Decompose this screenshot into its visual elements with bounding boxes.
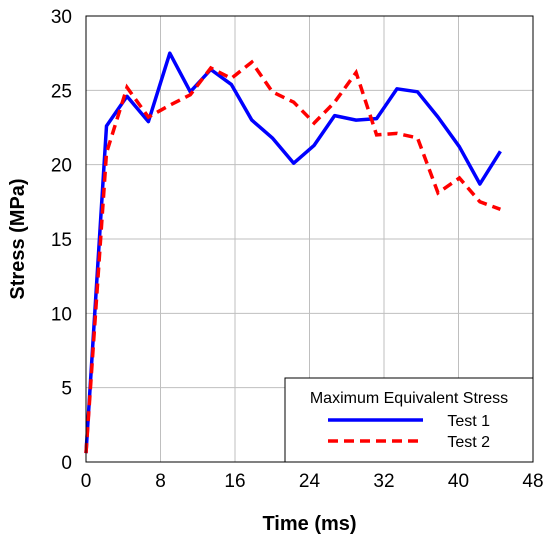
x-tick-label: 48 (522, 471, 543, 492)
x-tick-label: 24 (299, 471, 321, 492)
series-layer (84, 51, 502, 454)
x-tick-label: 16 (224, 471, 245, 492)
x-tick-label: 40 (448, 471, 469, 492)
y-tick-label: 10 (51, 304, 72, 325)
y-axis-title: Stress (MPa) (7, 178, 29, 299)
series-line-test-1 (84, 51, 502, 454)
tick-labels: 0 8 16 24 32 40 48 0 5 10 15 20 25 30 (51, 7, 544, 492)
y-tick-label: 5 (61, 379, 72, 400)
y-tick-label: 15 (51, 230, 72, 251)
x-tick-label: 32 (373, 471, 394, 492)
x-axis-title: Time (ms) (262, 513, 356, 535)
y-tick-label: 25 (51, 81, 72, 102)
series-line-test-2 (84, 59, 502, 454)
legend: Maximum Equivalent Stress Test 1 Test 2 (284, 377, 534, 463)
legend-label-test-1: Test 1 (447, 413, 490, 430)
legend-label-test-2: Test 2 (447, 434, 490, 451)
y-tick-label: 30 (51, 7, 72, 28)
legend-title: Maximum Equivalent Stress (310, 390, 508, 407)
x-tick-label: 0 (81, 471, 92, 492)
x-tick-label: 8 (155, 471, 166, 492)
y-tick-label: 20 (51, 156, 72, 177)
y-tick-label: 0 (61, 453, 72, 474)
